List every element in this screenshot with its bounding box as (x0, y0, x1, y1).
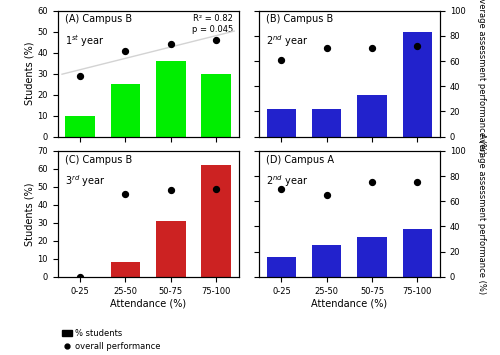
Y-axis label: Average assessment performance (%): Average assessment performance (%) (476, 133, 486, 294)
Bar (358, 95, 387, 137)
Bar (312, 245, 342, 277)
Text: (A) Campus B: (A) Campus B (65, 15, 132, 24)
Point (167, 42, 175, 47)
Bar (266, 257, 296, 277)
Bar (266, 109, 296, 137)
Point (278, 57, 285, 62)
Bar (358, 236, 387, 277)
Text: 1$^{st}$ year: 1$^{st}$ year (65, 33, 104, 49)
Point (414, 43, 422, 49)
Bar (156, 221, 186, 277)
Point (368, 46, 376, 51)
Text: (D) Campus A: (D) Campus A (266, 155, 334, 165)
Bar (110, 262, 140, 277)
Bar (156, 61, 186, 137)
Bar (402, 32, 432, 137)
Point (322, 46, 330, 51)
Point (212, 37, 220, 43)
Y-axis label: Students (%): Students (%) (24, 42, 34, 105)
Point (122, 191, 130, 197)
Bar (66, 116, 95, 137)
Point (76, 73, 84, 78)
Text: R² = 0.82
p = 0.045: R² = 0.82 p = 0.045 (192, 15, 234, 34)
Bar (312, 109, 342, 137)
Text: 2$^{nd}$ year: 2$^{nd}$ year (266, 174, 308, 189)
Point (76, 274, 84, 280)
X-axis label: Attendance (%): Attendance (%) (110, 299, 186, 308)
Point (212, 186, 220, 192)
Point (122, 48, 130, 53)
Bar (110, 84, 140, 137)
Bar (202, 74, 231, 137)
Point (167, 188, 175, 193)
Point (368, 180, 376, 185)
Bar (402, 229, 432, 277)
Legend: % students, overall performance: % students, overall performance (62, 329, 160, 351)
X-axis label: Attendance (%): Attendance (%) (312, 299, 388, 308)
Point (414, 180, 422, 185)
Text: 3$^{rd}$ year: 3$^{rd}$ year (65, 174, 106, 189)
Bar (202, 165, 231, 277)
Y-axis label: Students (%): Students (%) (24, 182, 34, 246)
Point (322, 192, 330, 198)
Text: (C) Campus B: (C) Campus B (65, 155, 132, 165)
Point (278, 186, 285, 192)
Text: (B) Campus B: (B) Campus B (266, 15, 333, 24)
Y-axis label: Average assessment performance (%): Average assessment performance (%) (476, 0, 486, 154)
Text: 2$^{nd}$ year: 2$^{nd}$ year (266, 33, 308, 49)
